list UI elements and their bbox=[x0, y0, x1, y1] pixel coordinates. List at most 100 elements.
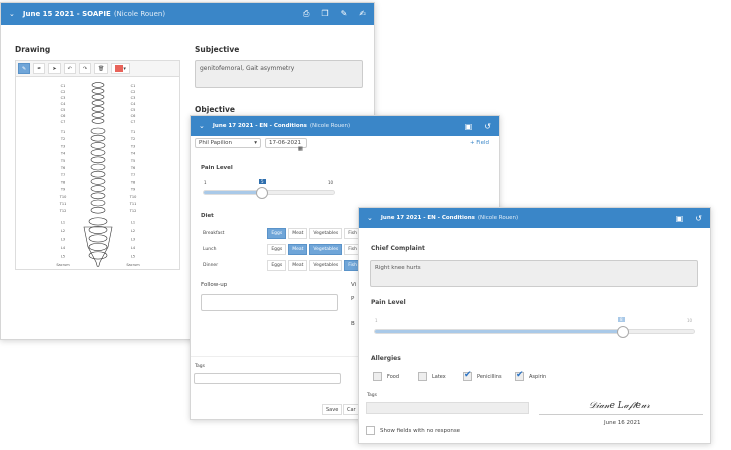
drawing-label: Drawing bbox=[15, 45, 51, 54]
vertebra-label: T7 bbox=[130, 173, 135, 177]
save-icon[interactable]: ▣ bbox=[675, 213, 684, 223]
undo-button[interactable]: ↶ bbox=[63, 63, 76, 74]
vertebra bbox=[91, 112, 105, 118]
vertebra-label: T11 bbox=[129, 202, 137, 206]
chief-complaint-label: Chief Complaint bbox=[371, 245, 425, 252]
allergies-label: Allergies bbox=[371, 355, 401, 362]
diet-option-vegetables[interactable]: Vegetables bbox=[309, 243, 343, 255]
checkbox[interactable] bbox=[418, 372, 427, 381]
chevron-down-icon[interactable]: ⌄ bbox=[199, 122, 205, 130]
edit-icon[interactable]: ✍ bbox=[359, 9, 366, 18]
vertebra bbox=[90, 206, 106, 214]
vertebra bbox=[90, 199, 106, 207]
trash-icon[interactable]: 🗑 bbox=[94, 63, 109, 74]
allergy-food[interactable]: Food bbox=[373, 372, 418, 381]
slider-handle[interactable] bbox=[617, 326, 630, 338]
save-icon[interactable]: ▣ bbox=[464, 121, 473, 131]
pain-slider[interactable] bbox=[203, 187, 335, 199]
vertebra-label: C5 bbox=[131, 108, 136, 112]
chevron-down-icon[interactable]: ⌄ bbox=[367, 214, 373, 222]
diet-option-eggs[interactable]: Eggs bbox=[267, 227, 287, 239]
subjective-field[interactable]: genitofemoral, Gait asymmetry bbox=[195, 60, 363, 88]
sacrum-shape bbox=[83, 226, 113, 271]
diet-option-vegetables[interactable]: Vegetables bbox=[309, 259, 343, 271]
signature-image: 𝒟𝒾𝒶𝓃𝑒 𝐿𝒶𝒻𝓁𝑒𝓊𝓇 bbox=[589, 401, 650, 411]
diet-option-meat[interactable]: Meat bbox=[288, 227, 308, 239]
allergy-label: Latex bbox=[432, 373, 446, 380]
allergy-aspirin[interactable]: Aspirin bbox=[515, 370, 567, 381]
vertebra-label: C6 bbox=[61, 114, 66, 118]
show-empty-toggle[interactable]: Show fields with no response bbox=[366, 426, 460, 435]
conditions-header-2[interactable]: ⌄ June 17 2021 - EN - Conditions (Nicole… bbox=[359, 208, 710, 228]
note-title: June 15 2021 - SOAPIE bbox=[22, 10, 111, 18]
tags-input[interactable] bbox=[366, 402, 529, 414]
vertebra-label: T7 bbox=[60, 173, 65, 177]
vertebra-label: C4 bbox=[61, 102, 66, 106]
provider-select[interactable]: Phil Papilion ▾ bbox=[195, 138, 261, 148]
vertebra bbox=[90, 127, 106, 135]
print-icon[interactable]: ⎙ bbox=[303, 9, 310, 18]
tags-label: Tags bbox=[367, 393, 377, 398]
diet-option-meat[interactable]: Meat bbox=[288, 259, 308, 271]
copy-icon[interactable]: ❐ bbox=[321, 9, 329, 18]
vertebra bbox=[91, 82, 105, 88]
pain-min: 1 bbox=[375, 318, 378, 323]
vertebra-label: T2 bbox=[60, 137, 65, 141]
allergy-label: Food bbox=[387, 373, 399, 380]
undo-icon[interactable]: ↺ bbox=[484, 121, 491, 131]
vertebra-label: L2 bbox=[61, 229, 65, 233]
followup-field[interactable] bbox=[201, 294, 338, 311]
pen-icon[interactable]: ✎ bbox=[340, 9, 348, 18]
slider-handle[interactable] bbox=[255, 187, 268, 199]
chevron-down-icon[interactable]: ⌄ bbox=[9, 10, 15, 18]
tags-input[interactable] bbox=[194, 373, 341, 384]
checkbox[interactable] bbox=[463, 370, 472, 381]
note-author: (Nicole Rouen) bbox=[309, 123, 351, 129]
diet-label: Diet bbox=[201, 213, 214, 219]
diet-option-eggs[interactable]: Eggs bbox=[267, 259, 287, 271]
vertebra bbox=[90, 142, 106, 149]
vertebra-label: Sacrum bbox=[56, 263, 70, 267]
pencil-tool[interactable]: ✎ bbox=[18, 63, 31, 74]
vertebra-label: L5 bbox=[131, 254, 135, 258]
pain-slider[interactable] bbox=[374, 326, 695, 338]
vertebra-label: C2 bbox=[131, 90, 136, 94]
soapie-header[interactable]: ⌄ June 15 2021 - SOAPIE (Nicole Rouen) ⎙… bbox=[1, 3, 374, 25]
color-picker[interactable]: ▾ bbox=[111, 63, 130, 74]
diet-option-eggs[interactable]: Eggs bbox=[267, 243, 287, 255]
vertebra-label: T5 bbox=[130, 159, 135, 163]
pain-max: 10 bbox=[328, 180, 334, 185]
vertebra-label: T6 bbox=[130, 166, 135, 170]
diet-option-vegetables[interactable]: Vegetables bbox=[309, 227, 343, 239]
redo-button[interactable]: ↷ bbox=[78, 63, 92, 74]
conditions-header-1[interactable]: ⌄ June 17 2021 - EN - Conditions (Nicole… bbox=[191, 116, 499, 136]
vertebra bbox=[88, 217, 108, 226]
vertebra-label: T12 bbox=[129, 209, 137, 213]
vertebra bbox=[90, 156, 106, 164]
vertebra bbox=[90, 192, 106, 200]
vitals-label: Vi bbox=[351, 282, 357, 288]
diet-option-meat[interactable]: Meat bbox=[288, 243, 308, 255]
save-button[interactable]: Save bbox=[322, 404, 343, 415]
vertebra-label: T5 bbox=[60, 159, 65, 163]
add-field-button[interactable]: + Field bbox=[469, 140, 489, 146]
pointer-tool[interactable]: ➤ bbox=[48, 63, 61, 74]
allergy-label: Penicillins bbox=[477, 373, 502, 380]
vertebra-label: L1 bbox=[61, 220, 65, 224]
spine-diagram: C1 C1 C2 C2 C3 C3 C4 C4 C5 C5 C6 C6 C7 C7 T1 T1 T2 T2 T3 T3… bbox=[56, 82, 140, 279]
checkbox[interactable] bbox=[515, 370, 524, 381]
tags-label: Tags bbox=[195, 364, 205, 369]
vertebra-label: L4 bbox=[61, 246, 66, 250]
marker-tool[interactable]: ✒ bbox=[33, 63, 46, 74]
drawing-canvas[interactable]: ✎ ✒ ➤ ↶ ↷ 🗑 ▾ C1 C1 C2 C2 C3 C3 C4 C4 C5 C5 C6 C6 C7… bbox=[15, 60, 180, 279]
vertebra-label: C2 bbox=[61, 90, 66, 94]
undo-icon[interactable]: ↺ bbox=[695, 213, 702, 223]
chief-complaint-field[interactable]: Right knee hurts bbox=[370, 260, 698, 287]
meal-label: Dinner bbox=[203, 262, 219, 268]
allergy-latex[interactable]: Latex bbox=[418, 372, 463, 381]
vertebra-label: L2 bbox=[131, 229, 135, 233]
checkbox[interactable] bbox=[373, 372, 382, 381]
vertebra-label: T9 bbox=[130, 188, 135, 192]
allergy-penicillins[interactable]: Penicillins bbox=[463, 370, 515, 381]
date-field[interactable]: 17-06-2021 ▦ bbox=[265, 138, 307, 152]
